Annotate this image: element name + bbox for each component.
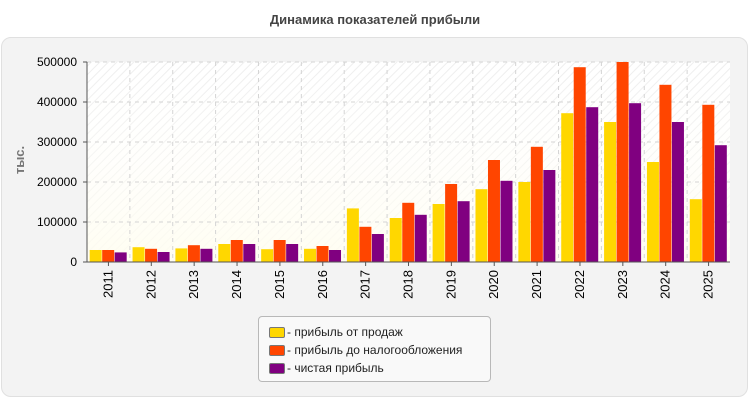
x-tick-label: 2022 [572,270,587,299]
bar-pretax-profit[interactable] [187,245,200,262]
legend-swatch-pretax-profit [269,344,285,356]
legend-label-net-profit: - чистая прибыль [287,361,384,375]
bar-sales-profit[interactable] [132,247,145,262]
bar-pretax-profit[interactable] [659,84,672,262]
bar-net-profit[interactable] [457,201,470,262]
bar-pretax-profit[interactable] [102,250,115,262]
bar-sales-profit[interactable] [432,204,445,262]
bar-sales-profit[interactable] [389,218,402,262]
bar-net-profit[interactable] [243,244,256,262]
y-tick-label: 400000 [37,95,77,109]
bar-sales-profit[interactable] [346,208,359,262]
bar-pretax-profit[interactable] [530,146,543,262]
x-tick-label: 2015 [272,270,287,299]
legend-item-sales-profit[interactable]: - прибыль от продаж [269,323,480,341]
bar-pretax-profit[interactable] [273,240,286,262]
bar-net-profit[interactable] [414,214,427,262]
legend-label-pretax-profit: - прибыль до налогообложения [287,343,463,357]
bar-sales-profit[interactable] [475,189,488,262]
x-tick-label: 2016 [315,270,330,299]
legend-item-pretax-profit[interactable]: - прибыль до налогообложения [269,341,480,359]
bar-net-profit[interactable] [543,170,556,262]
chart-title: Динамика показателей прибыли [269,12,481,27]
bar-pretax-profit[interactable] [573,67,586,262]
bar-net-profit[interactable] [329,250,342,262]
bar-sales-profit[interactable] [261,249,274,262]
bar-pretax-profit[interactable] [359,226,372,262]
x-tick-label: 2017 [358,270,373,299]
x-tick-label: 2013 [186,270,201,299]
bar-net-profit[interactable] [114,252,127,262]
bar-net-profit[interactable] [500,180,513,262]
x-tick-label: 2019 [443,270,458,299]
y-tick-label: 0 [70,255,77,269]
y-tick-label: 100000 [37,215,77,229]
x-tick-label: 2023 [615,270,630,299]
bar-sales-profit[interactable] [89,250,102,262]
legend-swatch-sales-profit [269,326,285,338]
bar-sales-profit[interactable] [518,182,531,262]
legend-item-net-profit[interactable]: - чистая прибыль [269,359,480,377]
legend: - прибыль от продаж - прибыль до налогоо… [258,316,491,382]
x-tick-label: 2014 [229,270,244,299]
bar-net-profit[interactable] [200,248,213,262]
bar-sales-profit[interactable] [218,244,231,262]
x-tick-label: 2011 [100,270,115,298]
x-tick-label: 2018 [401,270,416,299]
bar-pretax-profit[interactable] [402,202,415,262]
bar-net-profit[interactable] [586,107,599,262]
bar-net-profit[interactable] [629,103,642,262]
x-tick-label: 2024 [658,270,673,299]
y-tick-label: 300000 [37,135,77,149]
bar-pretax-profit[interactable] [702,104,715,262]
bar-net-profit[interactable] [157,252,170,262]
bar-sales-profit[interactable] [175,248,188,262]
bar-sales-profit[interactable] [604,122,617,262]
legend-swatch-net-profit [269,362,285,374]
x-tick-label: 2020 [486,270,501,299]
x-tick-label: 2012 [143,270,158,299]
bar-net-profit[interactable] [714,145,727,262]
bar-sales-profit[interactable] [561,113,574,262]
x-tick-label: 2021 [529,270,544,299]
y-axis-label: тыс. [12,146,27,174]
bar-pretax-profit[interactable] [616,62,629,262]
bar-net-profit[interactable] [286,244,299,262]
bar-pretax-profit[interactable] [316,246,329,262]
bar-pretax-profit[interactable] [445,184,458,262]
bar-sales-profit[interactable] [646,162,659,262]
legend-label-sales-profit: - прибыль от продаж [287,325,403,339]
bar-pretax-profit[interactable] [145,248,158,262]
x-tick-label: 2025 [701,270,716,299]
bar-pretax-profit[interactable] [487,160,500,262]
bar-sales-profit[interactable] [689,199,702,262]
y-tick-label: 500000 [37,55,77,69]
bar-pretax-profit[interactable] [230,240,243,262]
bar-net-profit[interactable] [371,234,384,262]
y-tick-label: 200000 [37,175,77,189]
bar-sales-profit[interactable] [304,248,317,262]
bar-net-profit[interactable] [671,122,684,262]
